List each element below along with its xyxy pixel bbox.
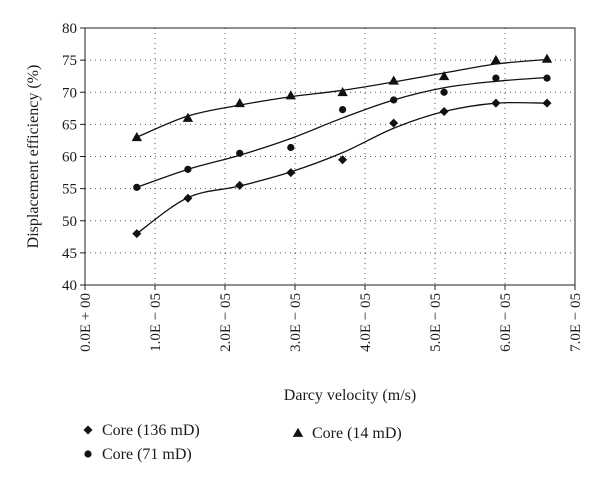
x-axis-label: Darcy velocity (m/s) [284, 387, 416, 404]
legend: Core (136 mD) Core (71 mD) Core (14 mD) [83, 422, 402, 463]
y-tick-label: 50 [62, 214, 77, 230]
legend-marker-diamond [83, 425, 93, 435]
series [136, 58, 548, 235]
data-point-diamond [439, 107, 449, 117]
x-tick-label: 5.0E − 05 [428, 293, 444, 352]
data-point-diamond [389, 118, 399, 128]
markers [131, 53, 553, 239]
data-point-triangle [541, 53, 553, 63]
data-point-circle [390, 96, 398, 104]
x-tick-label: 4.0E − 05 [358, 293, 374, 352]
data-point-triangle [182, 112, 194, 122]
data-point-circle [492, 74, 500, 82]
data-point-diamond [338, 155, 348, 165]
data-point-diamond [286, 168, 296, 178]
legend-marker-triangle [292, 427, 304, 437]
data-point-circle [440, 88, 448, 96]
data-point-triangle [438, 70, 450, 81]
data-point-diamond [132, 229, 142, 239]
legend-label: Core (136 mD) [102, 422, 200, 439]
legend-label: Core (14 mD) [312, 425, 402, 442]
data-point-circle [184, 165, 192, 173]
data-point-circle [236, 149, 244, 157]
x-tick-label: 7.0E − 05 [568, 293, 584, 352]
grid [85, 28, 575, 285]
data-point-diamond [183, 193, 193, 203]
trend-line-triangle [136, 58, 548, 138]
y-tick-label: 40 [62, 278, 77, 294]
legend-marker-circle [84, 450, 92, 458]
y-axis-label: Displacement efficiency (%) [25, 65, 42, 249]
x-tick-label: 3.0E − 05 [288, 293, 304, 352]
data-point-triangle [490, 54, 502, 65]
y-tick-label: 80 [62, 21, 77, 37]
labels: Darcy velocity (m/s) Displacement effici… [25, 21, 584, 404]
x-tick-label: 1.0E − 05 [148, 293, 164, 352]
data-point-diamond [491, 98, 501, 108]
data-point-circle [543, 74, 551, 82]
y-tick-label: 70 [62, 85, 77, 101]
trend-line-circle [136, 76, 548, 188]
y-tick-label: 55 [62, 182, 77, 198]
data-point-triangle [337, 87, 348, 97]
x-tick-label: 6.0E − 05 [498, 293, 514, 352]
data-point-triangle [131, 132, 142, 142]
axes [80, 27, 576, 290]
y-tick-label: 45 [62, 246, 77, 262]
y-tick-label: 60 [62, 150, 77, 166]
data-point-circle [287, 143, 295, 152]
legend-label: Core (71 mD) [102, 446, 192, 463]
y-tick-label: 65 [62, 117, 77, 133]
data-point-triangle [285, 90, 296, 100]
trend-line-diamond [136, 101, 548, 235]
data-point-diamond [235, 180, 245, 190]
x-tick-label: 2.0E − 05 [218, 293, 234, 352]
data-point-triangle [234, 97, 245, 108]
data-point-circle [339, 105, 347, 114]
data-point-diamond [542, 98, 552, 108]
data-point-circle [133, 183, 141, 191]
x-tick-label: 0.0E + 00 [78, 293, 94, 352]
data-point-triangle [388, 75, 399, 85]
y-tick-label: 75 [62, 53, 77, 69]
